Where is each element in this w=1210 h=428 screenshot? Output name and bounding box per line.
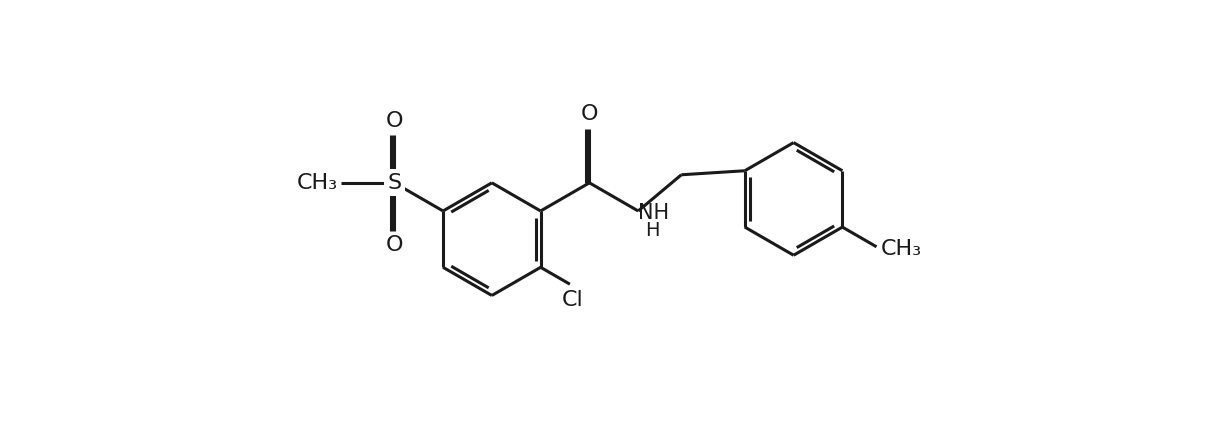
Text: S: S [387,173,402,193]
Text: NH: NH [638,203,669,223]
Text: H: H [645,220,659,240]
Text: CH₃: CH₃ [881,239,922,259]
Text: CH₃: CH₃ [298,173,339,193]
Text: O: O [386,235,403,255]
Text: O: O [581,104,598,124]
Text: O: O [386,111,403,131]
Text: Cl: Cl [561,290,583,310]
